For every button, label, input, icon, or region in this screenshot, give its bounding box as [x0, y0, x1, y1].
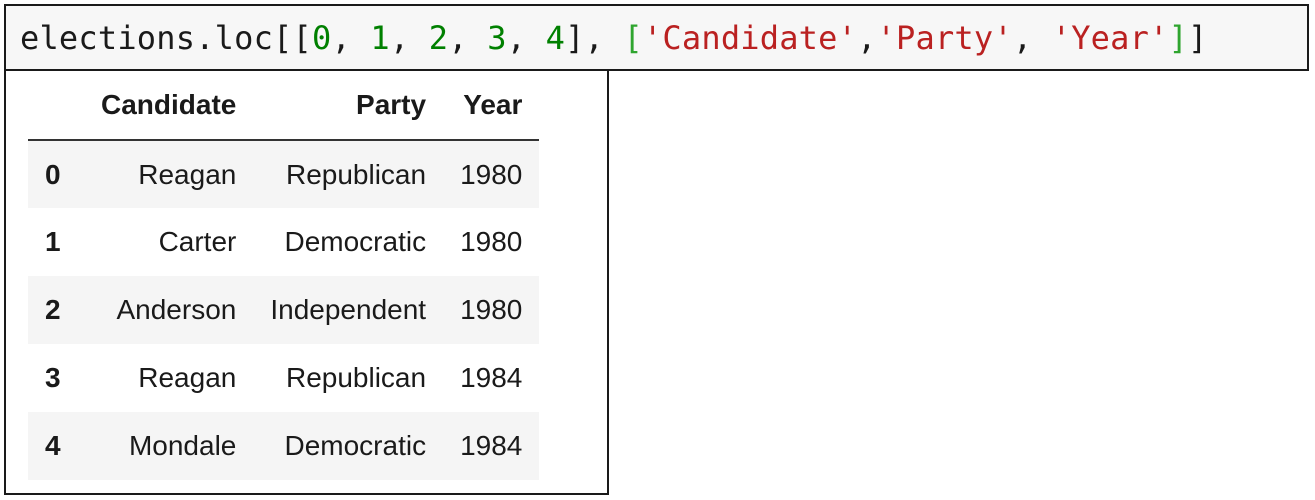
cell-year: 1980	[460, 226, 523, 257]
cell-candidate: Reagan	[138, 362, 237, 393]
table-row: 2 Anderson Independent 1980	[28, 276, 540, 344]
cell-party: Independent	[270, 294, 427, 325]
table-row: 3 Reagan Republican 1984	[28, 344, 539, 412]
dataframe-table: Candidate Party Year 0 Reagan Republican…	[28, 71, 540, 480]
cell-candidate: Carter	[158, 226, 237, 257]
header-row: Candidate Party Year	[28, 71, 540, 141]
index-header	[28, 71, 84, 141]
cell-output: Candidate Party Year 0 Reagan Republican…	[4, 71, 609, 495]
table-row: 0 Reagan Republican 1980	[28, 140, 540, 208]
code-token: 0	[311, 18, 332, 57]
code-token: ,	[506, 18, 546, 57]
cell-year: 1984	[460, 362, 523, 393]
cell-candidate: Anderson	[116, 294, 237, 325]
cell-party: Republican	[285, 362, 427, 393]
code-token: 4	[545, 18, 566, 57]
code-token: [	[623, 18, 643, 57]
row-index: 4	[45, 430, 61, 461]
column-header-candidate: Candidate	[84, 71, 254, 141]
row-index: 2	[45, 294, 61, 325]
column-header-party: Party	[253, 71, 444, 141]
table-row: 1 Carter Democratic 1980	[28, 208, 539, 276]
code-token: ]	[1168, 18, 1189, 57]
code-token: ,	[331, 18, 371, 57]
table-body: 0 Reagan Republican 1980 1 Carter Democr…	[28, 140, 540, 480]
cell-year: 1980	[460, 294, 523, 325]
table-row: 4 Mondale Democratic 1984	[28, 412, 540, 480]
row-index: 1	[45, 226, 61, 257]
code-token: ],	[565, 18, 624, 57]
cell-party: Democratic	[284, 226, 427, 257]
table-header: Candidate Party Year	[28, 71, 540, 141]
code-token: ,	[857, 18, 877, 57]
row-index: 0	[45, 158, 61, 190]
code-token: 1	[370, 18, 390, 57]
code-token: 2	[428, 18, 449, 57]
code-token: ,	[389, 18, 429, 57]
cell-candidate: Mondale	[128, 430, 237, 461]
code-token: ,	[448, 18, 488, 57]
code-token: 'Party'	[876, 18, 1013, 57]
code-token: ]	[1188, 18, 1208, 57]
column-header-year: Year	[443, 71, 540, 141]
cell-party: Republican	[285, 158, 427, 190]
cell-year: 1984	[460, 430, 523, 461]
cell-party: Democratic	[284, 430, 427, 461]
code-token: 'Year'	[1051, 18, 1169, 57]
code-token: 'Candidate'	[642, 18, 858, 57]
code-token: ,	[1012, 18, 1052, 57]
cell-year: 1980	[460, 158, 523, 190]
code-token: 3	[487, 18, 507, 57]
code-token: elections.loc[[	[20, 18, 312, 57]
code-cell-input[interactable]: elections.loc[[0, 1, 2, 3, 4], ['Candida…	[4, 4, 1309, 71]
row-index: 3	[45, 362, 61, 393]
cell-candidate: Reagan	[138, 158, 237, 190]
